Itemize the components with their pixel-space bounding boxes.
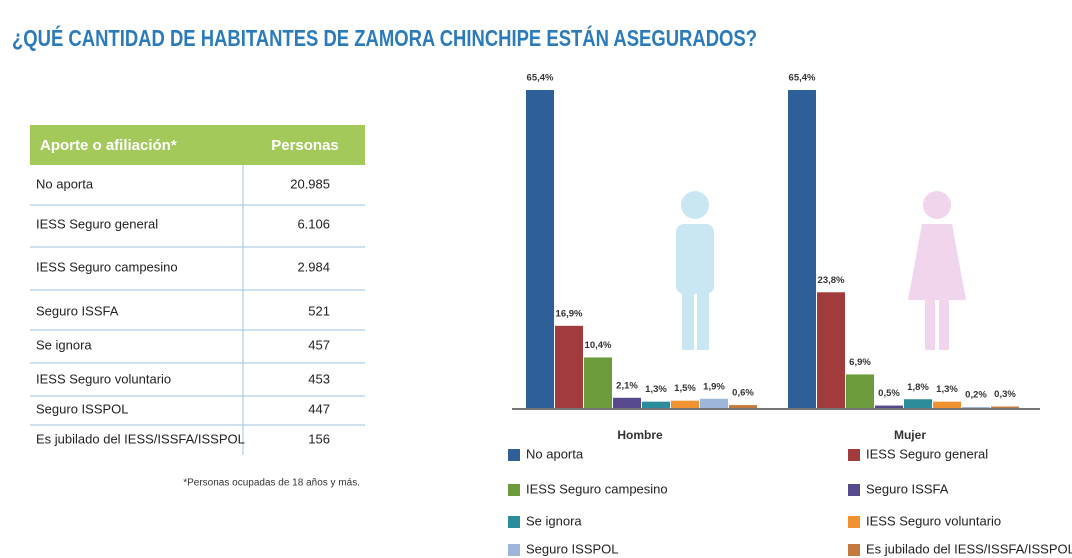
table-cell: Es jubilado del IESS/ISSFA/ISSPOL <box>36 431 245 446</box>
value-label: 10,4% <box>585 340 612 351</box>
title: ¿QUÉ CANTIDAD DE HABITANTES DE ZAMORA CH… <box>12 24 757 51</box>
legend-swatch <box>508 544 520 556</box>
table-cell: 447 <box>308 401 330 416</box>
legend-swatch <box>508 449 520 461</box>
footnote: *Personas ocupadas de 18 años y más. <box>183 478 360 489</box>
bar <box>555 325 583 408</box>
legend-swatch <box>508 484 520 496</box>
legend-swatch <box>848 449 860 461</box>
table-cell: IESS Seguro general <box>36 216 158 231</box>
value-label: 6,9% <box>849 357 871 368</box>
woman-icon <box>908 191 966 350</box>
bar <box>584 357 612 408</box>
value-label: 65,4% <box>789 73 816 84</box>
value-label: 1,3% <box>645 384 667 395</box>
table-cell: No aporta <box>36 176 94 191</box>
value-label: 0,6% <box>732 388 754 399</box>
legend-label: Seguro ISSPOL <box>526 541 619 556</box>
bar <box>729 405 757 408</box>
x-tick-label: Mujer <box>894 428 926 442</box>
bar <box>642 401 670 408</box>
table-cell: Seguro ISSPOL <box>36 401 129 416</box>
value-label: 23,8% <box>818 275 845 286</box>
table-cell: 453 <box>308 371 330 386</box>
bar <box>817 292 845 408</box>
legend-swatch <box>848 484 860 496</box>
value-label: 0,2% <box>965 390 987 401</box>
legend-label: IESS Seguro general <box>866 446 988 461</box>
value-label: 0,5% <box>878 388 900 399</box>
bar <box>700 398 728 408</box>
legend-label: IESS Seguro voluntario <box>866 513 1001 528</box>
value-label: 2,1% <box>616 380 638 391</box>
bar <box>904 399 932 408</box>
legend-swatch <box>508 516 520 528</box>
bar <box>962 407 990 408</box>
value-label: 16,9% <box>556 308 583 319</box>
bar <box>526 90 554 408</box>
table-cell: IESS Seguro campesino <box>36 259 178 274</box>
value-label: 65,4% <box>527 73 554 84</box>
table-cell: 6.106 <box>297 216 330 231</box>
table-header <box>30 125 365 165</box>
value-label: 1,5% <box>674 383 696 394</box>
table-cell: 20.985 <box>290 176 330 191</box>
table-cell: 2.984 <box>297 259 330 274</box>
table-cell: IESS Seguro voluntario <box>36 371 171 386</box>
table-cell: 156 <box>308 431 330 446</box>
legend-label: Se ignora <box>526 513 582 528</box>
table-header-cell: Personas <box>271 137 339 154</box>
value-label: 1,8% <box>907 382 929 393</box>
table-cell: 521 <box>308 303 330 318</box>
legend-label: Seguro ISSFA <box>866 481 949 496</box>
legend-label: Es jubilado del IESS/ISSFA/ISSPOL <box>866 541 1072 556</box>
legend-swatch <box>848 516 860 528</box>
table-header-cell: Aporte o afiliación* <box>40 137 177 154</box>
table-cell: 457 <box>308 337 330 352</box>
table-cell: Seguro ISSFA <box>36 303 119 318</box>
legend-label: No aporta <box>526 446 584 461</box>
legend-swatch <box>848 544 860 556</box>
value-label: 1,9% <box>703 381 725 392</box>
bar <box>933 401 961 408</box>
x-tick-label: Hombre <box>617 428 663 442</box>
table-cell: Se ignora <box>36 337 92 352</box>
bar <box>875 405 903 408</box>
bar <box>613 397 641 408</box>
bar <box>846 374 874 408</box>
value-label: 1,3% <box>936 384 958 395</box>
bar <box>788 90 816 408</box>
value-label: 0,3% <box>994 389 1016 400</box>
bar <box>991 406 1019 408</box>
legend-label: IESS Seguro campesino <box>526 481 668 496</box>
bar <box>671 400 699 408</box>
man-icon <box>676 191 714 350</box>
